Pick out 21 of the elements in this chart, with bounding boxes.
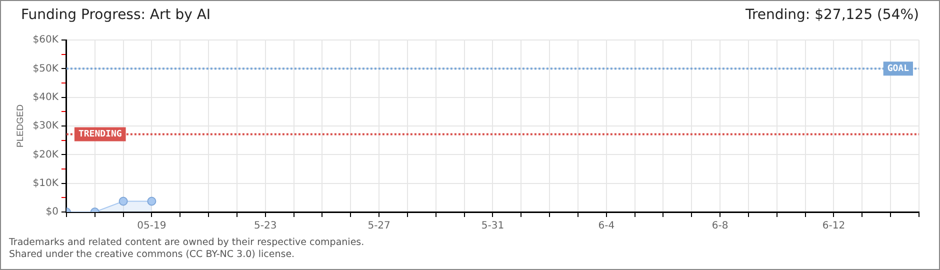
ref-line-label: GOAL: [887, 64, 910, 74]
ref-line-label: TRENDING: [78, 130, 122, 140]
x-tick-label: 05-19: [137, 220, 166, 232]
y-axis-title: PLEDGED: [14, 104, 25, 148]
x-tick-label: 6-12: [822, 220, 846, 232]
text: Shared under the creative commons (CC BY-NC 3.0) license.: [9, 249, 296, 261]
chart-title: Funding Progress: Art by AI: [21, 7, 211, 25]
x-tick-label: 5-23: [254, 220, 277, 232]
x-tick-label: 5-31: [481, 220, 504, 232]
x-tick-label: 6-8: [712, 220, 728, 232]
chart-subtitle: Trending: $27,125 (54%): [745, 7, 919, 25]
y-tick-label: $30K: [32, 120, 59, 132]
y-tick-label: $20K: [32, 149, 59, 160]
y-tick-label: $0: [46, 206, 58, 218]
y-tick-label: $10K: [32, 178, 59, 189]
y-tick-label: $50K: [32, 63, 59, 74]
y-tick-label: $60K: [32, 34, 59, 46]
text: Trademarks and related content are owned by their respective companies.: [9, 237, 366, 249]
x-tick-label: 5-27: [368, 220, 390, 232]
x-tick-label: 6-4: [598, 220, 615, 232]
y-tick-label: $40K: [32, 92, 59, 103]
